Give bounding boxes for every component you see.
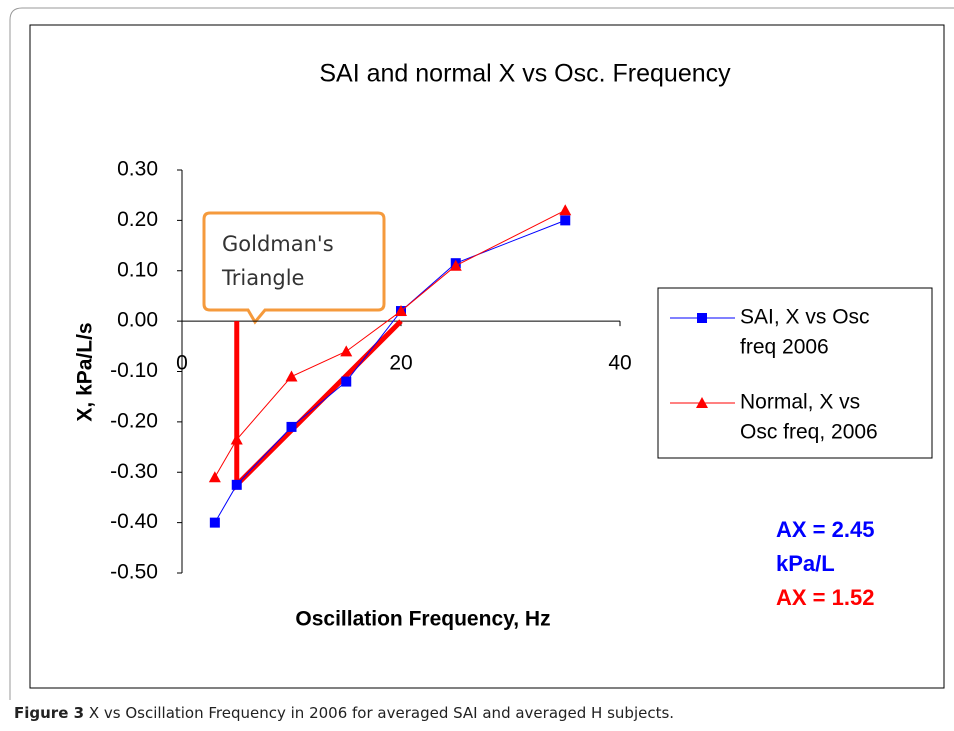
annotation: AX = 1.52 [776,585,874,610]
legend-label: Normal, X vs [740,391,860,414]
caption-label: Figure 3 [14,704,85,722]
y-tick-label: 0.30 [117,158,158,181]
frame [9,7,954,700]
triangle-hypotenuse [235,320,403,486]
marker [697,313,707,323]
marker [231,479,242,490]
chart-title: SAI and normal X vs Osc. Frequency [319,60,731,88]
legend-label: freq 2006 [740,336,829,359]
x-axis-label: Oscillation Frequency, Hz [295,608,550,631]
caption: Figure 3 X vs Oscillation Frequency in 2… [14,704,674,722]
marker [340,345,353,357]
caption-text: X vs Oscillation Frequency in 2006 for a… [84,704,675,722]
y-tick-label: -0.30 [110,460,158,483]
marker [230,433,243,445]
legend-label: SAI, X vs Osc [740,306,870,329]
callout-text: Triangle [221,266,304,290]
x-tick-label: 20 [389,352,412,375]
callout-box [202,211,386,325]
marker [449,259,462,271]
y-tick-label: -0.50 [110,561,158,584]
y-tick-label: -0.40 [110,510,158,533]
marker [209,517,220,528]
y-tick-label: -0.10 [110,359,158,382]
y-tick-label: -0.20 [110,409,158,432]
marker [696,397,708,408]
x-tick-label: 0 [176,352,188,375]
chart: SAI and normal X vs Osc. Frequency Oscil… [9,7,954,700]
callout-text: Goldman's [222,232,334,256]
marker [208,471,221,483]
marker [560,215,571,226]
marker [341,376,352,387]
y-tick-label: 0.20 [117,208,158,231]
marker [285,370,298,382]
legend-label: Osc freq, 2006 [740,421,878,444]
marker [395,305,407,317]
y-tick-label: 0.10 [117,258,158,281]
annotation: AX = 2.45 [776,517,874,542]
y-tick-label: 0.00 [117,309,158,332]
y-axis-label: X, kPa/L/s [74,322,97,421]
x-tick-label: 40 [608,352,631,375]
marker [559,204,572,216]
annotation: kPa/L [776,551,835,576]
marker [286,421,297,432]
